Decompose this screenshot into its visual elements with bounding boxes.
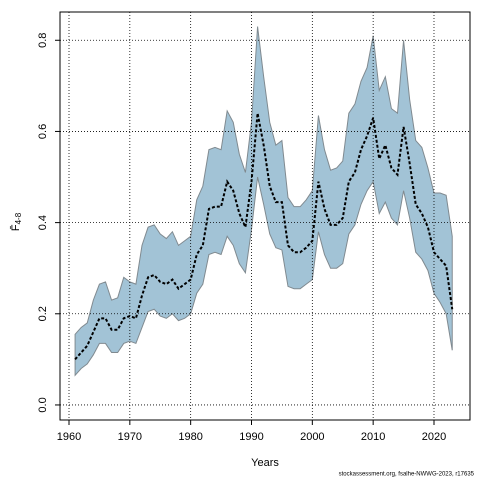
- y-tick-label: 0.4: [37, 215, 49, 230]
- x-axis-label: Years: [251, 457, 279, 469]
- plot-frame: [59, 11, 471, 421]
- y-tick-label: 0.2: [37, 306, 49, 321]
- x-tick-label: 2000: [300, 431, 324, 443]
- y-tick-label: 0.6: [37, 124, 49, 139]
- x-tick-label: 1980: [178, 431, 202, 443]
- y-axis-label-subscript: 4-8: [14, 212, 23, 224]
- x-tick-label: 2010: [361, 431, 385, 443]
- estimate-line: [74, 113, 454, 361]
- confidence-band: [74, 26, 453, 377]
- x-tick-label: 1990: [239, 431, 263, 443]
- x-tick-label: 1970: [118, 431, 142, 443]
- footer: stockassessment.org, fsalhe-NWWG-2023, r…: [339, 472, 475, 478]
- y-tick-label: 0.0: [37, 397, 49, 412]
- y-tick-label: 0.8: [37, 33, 49, 48]
- y-axis-label: F̄4-8: [9, 212, 23, 231]
- x-tick-label: 2020: [422, 431, 446, 443]
- x-tick-label: 1960: [57, 431, 81, 443]
- y-axis-label-main: F̄: [9, 224, 22, 231]
